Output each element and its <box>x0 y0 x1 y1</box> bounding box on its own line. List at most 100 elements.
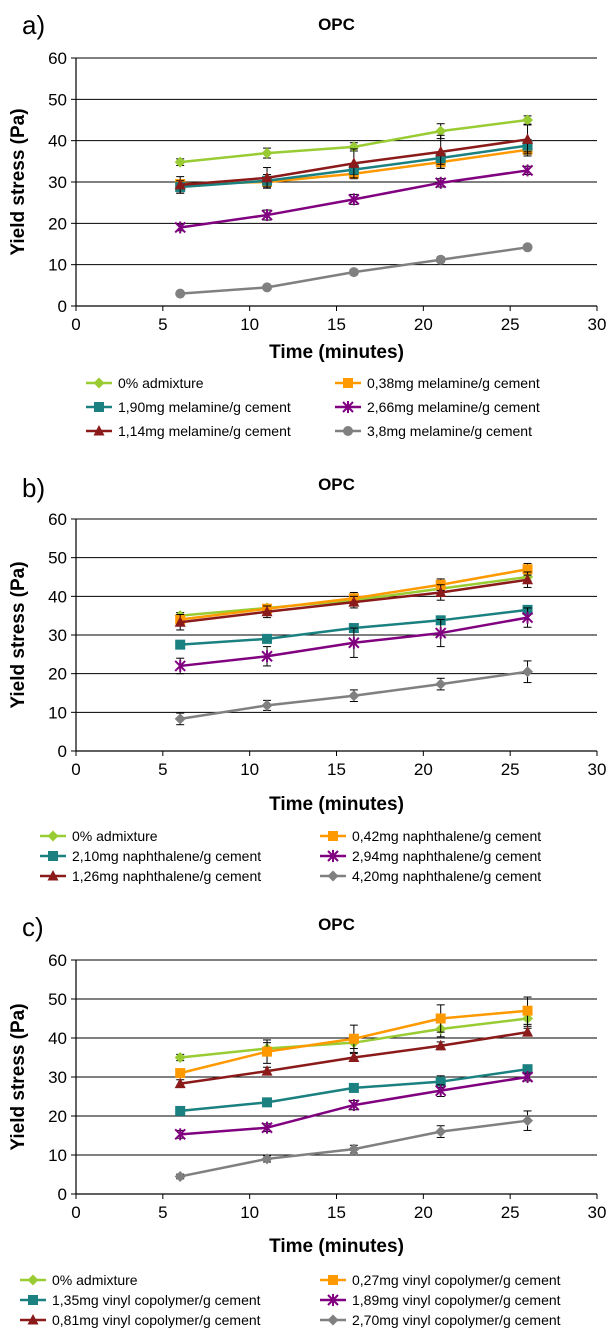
data-point <box>175 639 186 650</box>
data-point <box>522 564 533 575</box>
x-tick-label: 20 <box>414 760 433 779</box>
legend-marker <box>327 870 339 882</box>
legend-marker <box>27 1314 39 1325</box>
legend-label: 2,70mg vinyl copolymer/g cement <box>352 1312 561 1328</box>
data-point <box>174 713 186 725</box>
data-point <box>261 650 273 663</box>
data-point <box>175 288 186 299</box>
legend-item: 0,42mg naphthalene/g cement <box>320 828 541 844</box>
data-point <box>435 1013 446 1024</box>
data-point <box>348 1143 360 1155</box>
x-tick-label: 25 <box>501 315 520 334</box>
legend-marker <box>328 1275 338 1285</box>
legend-item: 0% admixture <box>40 828 158 844</box>
legend-marker <box>94 402 104 412</box>
y-tick-label: 40 <box>48 1029 67 1048</box>
data-point <box>522 573 534 585</box>
data-point <box>174 1170 186 1182</box>
legend-marker <box>343 378 353 388</box>
y-tick-label: 60 <box>48 49 67 68</box>
data-point <box>348 596 360 607</box>
legend-label: 0% admixture <box>118 375 204 391</box>
legend-label: 1,14mg melamine/g cement <box>118 423 291 439</box>
x-tick-label: 10 <box>240 1203 259 1222</box>
data-point <box>435 1076 446 1087</box>
data-point <box>175 1068 186 1079</box>
legend-item: 1,35mg vinyl copolymer/g cement <box>20 1292 261 1308</box>
data-point <box>348 690 360 702</box>
x-axis-label: Time (minutes) <box>269 342 404 363</box>
legend-item: 4,20mg naphthalene/g cement <box>320 868 541 884</box>
data-point <box>174 1128 186 1141</box>
data-point <box>261 605 273 617</box>
series-5 <box>174 124 534 194</box>
y-axis-label: Yield stress (Pa) <box>8 1003 29 1150</box>
data-point <box>521 611 534 624</box>
legend-label: 2,10mg naphthalene/g cement <box>72 848 261 864</box>
x-tick-label: 15 <box>327 1203 346 1222</box>
data-point <box>522 1115 534 1127</box>
legend-item: 1,14mg melamine/g cement <box>86 423 291 439</box>
data-point <box>435 145 447 157</box>
x-tick-label: 20 <box>414 315 433 334</box>
legend-marker <box>93 377 105 389</box>
data-point <box>262 282 273 293</box>
data-point <box>522 114 534 126</box>
chart-title: OPC <box>318 15 355 34</box>
data-point <box>348 193 360 206</box>
panel-label: c) <box>22 912 44 942</box>
x-tick-label: 0 <box>71 315 80 334</box>
data-point <box>174 659 186 672</box>
legend-label: 0% admixture <box>52 1272 138 1288</box>
data-point <box>174 178 186 190</box>
legend-item: 0% admixture <box>86 375 204 391</box>
x-tick-label: 5 <box>158 315 167 334</box>
y-tick-label: 50 <box>48 90 67 109</box>
y-tick-label: 0 <box>58 742 67 761</box>
data-point <box>348 1099 360 1112</box>
legend-item: 1,89mg vinyl copolymer/g cement <box>320 1292 561 1308</box>
data-point <box>262 633 273 644</box>
legend-marker <box>27 1274 39 1286</box>
data-point <box>435 678 447 690</box>
y-tick-label: 20 <box>48 665 67 684</box>
series-5 <box>174 571 534 631</box>
legend-marker <box>327 1314 339 1326</box>
data-point <box>174 156 186 168</box>
x-axis-label: Time (minutes) <box>269 794 404 815</box>
data-point <box>522 1026 534 1037</box>
legend: 0% admixture 0,42mg naphthalene/g cement 2… <box>40 828 541 884</box>
legend-label: 1,89mg vinyl copolymer/g cement <box>352 1292 561 1308</box>
series-2 <box>175 996 533 1079</box>
series-4 <box>174 607 534 675</box>
legend-marker <box>28 1295 38 1305</box>
y-tick-label: 60 <box>48 510 67 529</box>
data-point <box>522 666 534 678</box>
data-point <box>435 1126 447 1138</box>
x-tick-label: 10 <box>240 315 259 334</box>
data-point <box>174 221 186 234</box>
y-tick-label: 40 <box>48 132 67 151</box>
legend-marker <box>342 401 354 413</box>
y-tick-label: 50 <box>48 549 67 568</box>
legend-marker <box>327 850 339 862</box>
series-6 <box>175 242 533 299</box>
legend-label: 0,38mg melamine/g cement <box>367 375 540 391</box>
legend: 0% admixture 0,38mg melamine/g cement 1,90… <box>86 375 540 439</box>
x-tick-label: 5 <box>158 760 167 779</box>
y-tick-label: 10 <box>48 256 67 275</box>
y-tick-label: 30 <box>48 173 67 192</box>
y-tick-label: 60 <box>48 951 67 970</box>
data-point <box>434 627 447 640</box>
legend-marker <box>327 1294 339 1306</box>
legend-marker <box>328 831 338 841</box>
legend-item: 0% admixture <box>20 1272 138 1288</box>
chart-panel-3: c) OPC 0 10 20 30 40 50 60 0 5 10 15 20 25 30 Time (minu… <box>8 912 606 1328</box>
y-tick-label: 20 <box>48 1107 67 1126</box>
legend-item: 2,94mg naphthalene/g cement <box>320 848 541 864</box>
data-point <box>522 1064 533 1075</box>
y-tick-label: 20 <box>48 214 67 233</box>
data-point <box>174 616 186 627</box>
legend-item: 0,38mg melamine/g cement <box>335 375 540 391</box>
y-tick-label: 30 <box>48 1068 67 1087</box>
